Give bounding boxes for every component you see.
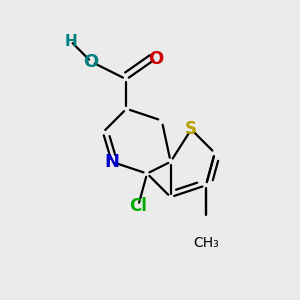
Text: N: N [104,153,119,171]
Text: O: O [148,50,164,68]
Text: Cl: Cl [129,197,147,215]
Text: S: S [185,120,197,138]
Text: O: O [83,53,99,71]
Text: CH₃: CH₃ [193,236,219,250]
Text: H: H [64,34,77,49]
